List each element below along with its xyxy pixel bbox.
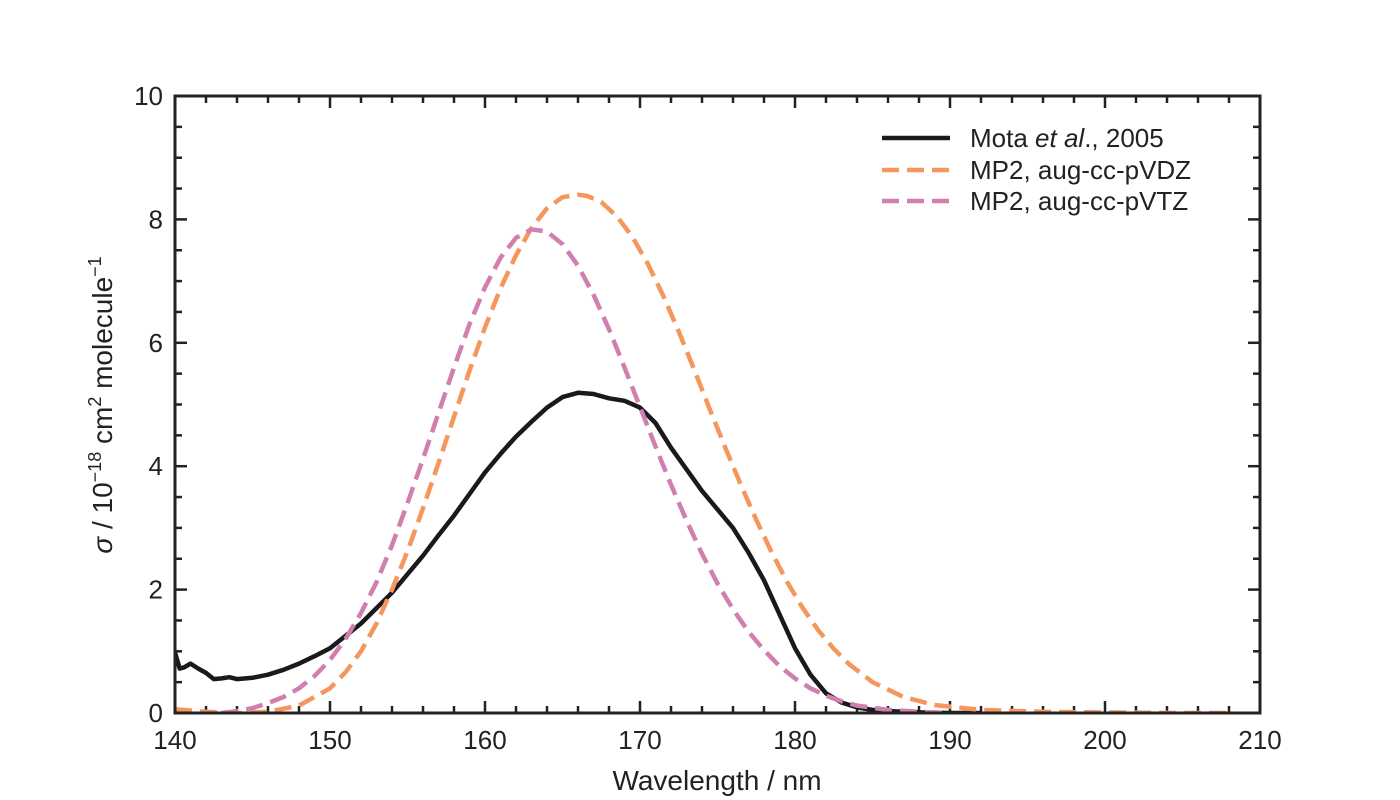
x-tick-label: 160 bbox=[463, 725, 506, 755]
legend-label-vdz: MP2, aug-cc-pVDZ bbox=[970, 155, 1191, 185]
x-tick-label: 200 bbox=[1083, 725, 1126, 755]
y-axis-label-mid: cm bbox=[87, 407, 118, 452]
y-axis-label-suffix: molecule bbox=[87, 277, 118, 397]
plot-frame bbox=[173, 94, 1262, 715]
y-axis-label-prefix: / 10 bbox=[87, 482, 118, 536]
y-axis-label-exp2: 2 bbox=[85, 397, 105, 407]
y-tick-label: 0 bbox=[149, 698, 163, 728]
legend: Mota et al., 2005 MP2, aug-cc-pVDZ MP2, … bbox=[882, 123, 1191, 216]
x-axis-label: Wavelength / nm bbox=[612, 765, 821, 796]
series-line-mp2-aug-cc-pvdz bbox=[175, 192, 1229, 713]
y-tick-label: 8 bbox=[149, 204, 163, 234]
series-line-mp2-aug-cc-pvtz bbox=[221, 227, 951, 713]
legend-label-vtz: MP2, aug-cc-pVTZ bbox=[970, 186, 1188, 216]
x-tick-label: 150 bbox=[308, 725, 351, 755]
y-axis-label: σ / 10−18 cm2 molecule−1 bbox=[85, 256, 118, 553]
y-tick-label: 4 bbox=[149, 451, 163, 481]
y-tick-label: 6 bbox=[149, 328, 163, 358]
x-tick-label: 140 bbox=[153, 725, 196, 755]
x-tick-label: 180 bbox=[773, 725, 816, 755]
y-tick-label: 10 bbox=[134, 81, 163, 111]
y-tick-label: 2 bbox=[149, 575, 163, 605]
series-line-mota-2005 bbox=[175, 390, 981, 713]
y-axis-label-exp1: −18 bbox=[85, 452, 105, 483]
x-tick-label: 190 bbox=[928, 725, 971, 755]
tick-labels: 140 150 160 170 180 190 200 210 0 2 4 6 8 10 bbox=[134, 81, 1282, 755]
x-tick-label: 210 bbox=[1238, 725, 1281, 755]
y-axis-label-exp3: −1 bbox=[85, 256, 105, 277]
x-tick-label: 170 bbox=[618, 725, 661, 755]
legend-label-mota: Mota et al., 2005 bbox=[970, 123, 1164, 153]
y-axis-symbol: σ bbox=[87, 536, 118, 554]
series-lines bbox=[175, 192, 1229, 713]
